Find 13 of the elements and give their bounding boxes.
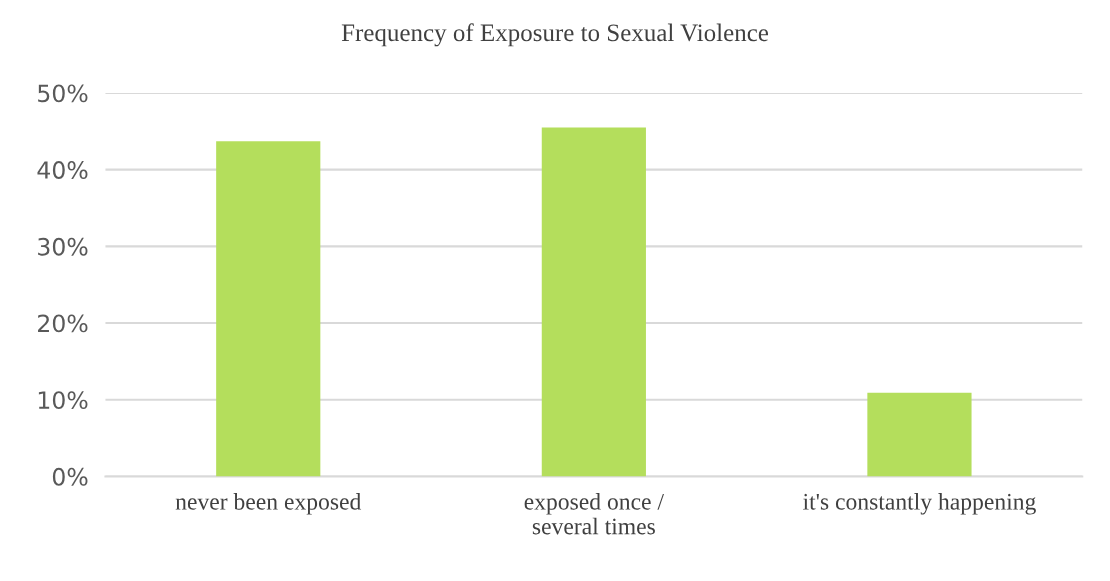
x-tick-label: it's constantly happening	[803, 493, 1036, 515]
bar	[216, 141, 321, 477]
bar	[541, 127, 646, 477]
x-tick-label: never been exposed	[175, 493, 362, 515]
y-tick-label: 20%	[38, 314, 88, 333]
y-tick-label: 50%	[38, 84, 88, 103]
chart-title: Frequency of Exposure to Sexual Violence	[341, 23, 769, 47]
x-tick-label: exposed once / several times	[524, 493, 664, 535]
y-tick-label: 0%	[52, 467, 88, 486]
y-tick-label: 40%	[37, 161, 88, 179]
bar	[867, 392, 972, 477]
y-tick-label: 10%	[38, 391, 88, 410]
y-tick-label: 30%	[38, 237, 88, 256]
